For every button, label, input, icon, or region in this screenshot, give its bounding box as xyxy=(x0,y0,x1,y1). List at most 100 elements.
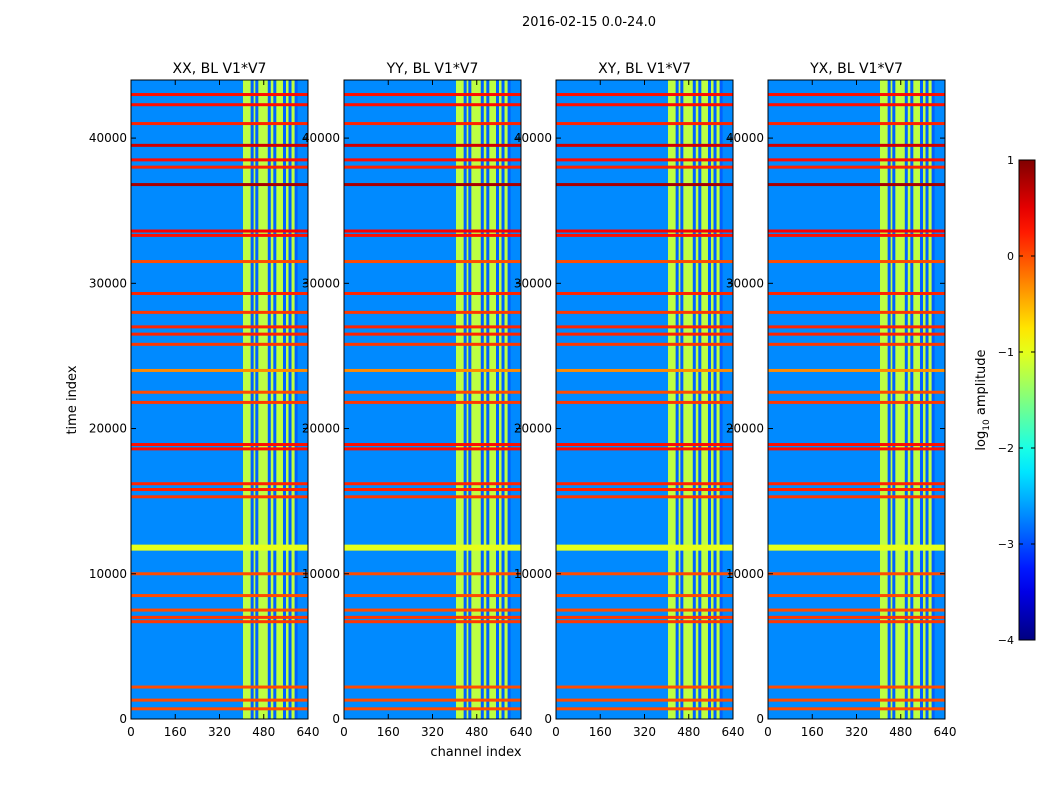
colorbar-tick-label: 1 xyxy=(1007,154,1014,167)
time-band xyxy=(131,229,308,233)
time-band xyxy=(768,229,945,233)
time-band xyxy=(344,572,521,576)
time-band xyxy=(768,165,945,169)
x-tick-label: 640 xyxy=(934,725,957,739)
time-band xyxy=(344,685,521,689)
y-tick-label: 0 xyxy=(332,712,340,726)
dark-column xyxy=(250,80,254,719)
time-band xyxy=(131,260,308,264)
time-band xyxy=(768,698,945,702)
y-tick-label: 20000 xyxy=(514,422,552,436)
time-band xyxy=(344,495,521,499)
time-band xyxy=(556,103,733,107)
time-band xyxy=(768,400,945,404)
time-band xyxy=(556,685,733,689)
x-tick-label: 0 xyxy=(127,725,135,739)
dark-column xyxy=(255,80,259,719)
colorbar-label: log10 amplitude xyxy=(974,349,992,450)
x-tick-label: 480 xyxy=(677,725,700,739)
time-band xyxy=(344,544,521,551)
dark-column xyxy=(501,80,505,719)
time-band xyxy=(344,332,521,336)
time-band xyxy=(131,400,308,404)
y-tick-label: 20000 xyxy=(726,422,764,436)
x-tick-label: 640 xyxy=(297,725,320,739)
time-band xyxy=(556,443,733,447)
time-band xyxy=(344,615,521,619)
time-band xyxy=(768,310,945,314)
dark-column xyxy=(675,80,679,719)
x-tick-label: 0 xyxy=(340,725,348,739)
panel-title: XX, BL V1*V7 xyxy=(173,61,267,77)
time-band xyxy=(131,447,308,451)
time-band xyxy=(131,482,308,486)
x-tick-label: 480 xyxy=(889,725,912,739)
time-band xyxy=(344,103,521,107)
time-band xyxy=(131,291,308,295)
y-tick-label: 10000 xyxy=(89,567,127,581)
x-tick-label: 480 xyxy=(252,725,275,739)
time-band xyxy=(768,620,945,624)
time-band xyxy=(768,291,945,295)
time-band xyxy=(131,488,308,492)
x-tick-label: 160 xyxy=(377,725,400,739)
time-band xyxy=(344,342,521,346)
time-band xyxy=(768,260,945,264)
time-band xyxy=(556,143,733,147)
time-band xyxy=(768,233,945,237)
panel-xy: XY, BL V1*V7 0 160 320 480 640 0 10000 20000 3000… xyxy=(514,61,745,739)
time-band xyxy=(556,495,733,499)
time-band xyxy=(556,260,733,264)
time-band xyxy=(344,122,521,126)
y-tick-label: 0 xyxy=(119,712,127,726)
time-band xyxy=(556,229,733,233)
dark-column xyxy=(698,80,702,719)
time-band xyxy=(556,332,733,336)
time-band xyxy=(131,325,308,329)
y-tick-label: 40000 xyxy=(302,131,340,145)
figure-suptitle: 2016-02-15 0.0-24.0 xyxy=(522,15,656,30)
time-band xyxy=(556,368,733,372)
time-band xyxy=(556,447,733,451)
dark-column xyxy=(931,80,935,719)
y-tick-label: 40000 xyxy=(89,131,127,145)
time-band xyxy=(768,183,945,187)
dark-column xyxy=(713,80,717,719)
time-band xyxy=(768,685,945,689)
dark-column xyxy=(282,80,286,719)
time-band xyxy=(131,342,308,346)
time-band xyxy=(344,608,521,612)
panel-xx: XX, BL V1*V7 0 160 320 480 640 0 10000 20000 3000… xyxy=(89,61,320,739)
y-tick-label: 0 xyxy=(756,712,764,726)
y-tick-label: 30000 xyxy=(514,276,552,290)
y-tick-label: 30000 xyxy=(302,276,340,290)
time-band xyxy=(768,707,945,711)
dark-column xyxy=(692,80,696,719)
dark-column xyxy=(507,80,511,719)
x-axis-label: channel index xyxy=(430,745,521,760)
time-band xyxy=(344,390,521,394)
time-band xyxy=(556,233,733,237)
x-tick-label: 160 xyxy=(589,725,612,739)
panel-yy: YY, BL V1*V7 0 160 320 480 640 0 10000 20000 3000… xyxy=(302,61,533,739)
time-band xyxy=(131,707,308,711)
time-band xyxy=(768,93,945,97)
time-band xyxy=(344,698,521,702)
colorbar-tick-label: −1 xyxy=(998,346,1014,359)
time-band xyxy=(344,482,521,486)
y-tick-label: 20000 xyxy=(302,422,340,436)
time-band xyxy=(768,488,945,492)
time-band xyxy=(344,233,521,237)
time-band xyxy=(768,103,945,107)
time-band xyxy=(556,310,733,314)
x-tick-label: 640 xyxy=(722,725,745,739)
time-band xyxy=(344,260,521,264)
y-tick-label: 20000 xyxy=(89,422,127,436)
time-band xyxy=(131,332,308,336)
dark-column xyxy=(486,80,490,719)
time-band xyxy=(556,325,733,329)
time-band xyxy=(131,495,308,499)
colorbar-tick-label: −2 xyxy=(998,442,1014,455)
time-band xyxy=(768,325,945,329)
